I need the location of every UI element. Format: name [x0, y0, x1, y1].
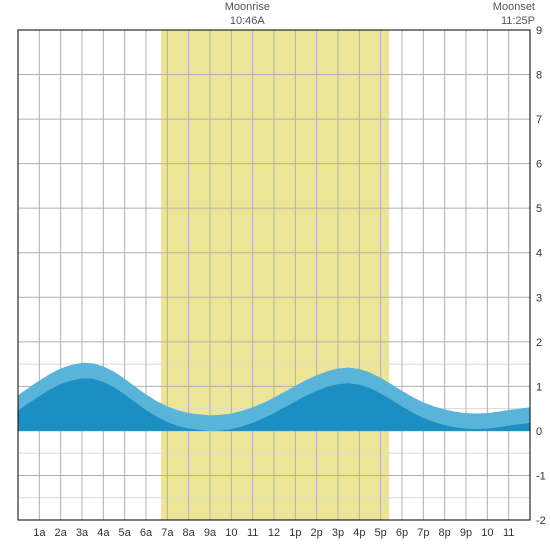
moonset-title: Moonset: [493, 1, 535, 13]
svg-text:8p: 8p: [439, 527, 451, 539]
svg-text:5a: 5a: [119, 527, 132, 539]
chart-svg: -2-101234567891a2a3a4a5a6a7a8a9a1011121p…: [0, 0, 550, 550]
moonrise-time: 10:46A: [230, 15, 265, 27]
svg-text:4p: 4p: [353, 527, 365, 539]
svg-text:-2: -2: [536, 515, 546, 527]
svg-text:2a: 2a: [55, 527, 68, 539]
svg-text:9: 9: [536, 25, 542, 37]
moonset-time: 11:25P: [501, 15, 535, 27]
svg-text:3a: 3a: [76, 527, 89, 539]
svg-text:1p: 1p: [289, 527, 301, 539]
svg-text:0: 0: [536, 426, 542, 438]
svg-text:4a: 4a: [97, 527, 110, 539]
svg-text:9p: 9p: [460, 527, 472, 539]
svg-text:2p: 2p: [311, 527, 323, 539]
svg-text:8: 8: [536, 70, 542, 82]
moonrise-title: Moonrise: [225, 1, 270, 13]
moonset-header: Moonset 11:25P: [475, 0, 535, 29]
svg-text:7a: 7a: [161, 527, 174, 539]
svg-text:12: 12: [268, 527, 280, 539]
svg-text:9a: 9a: [204, 527, 217, 539]
svg-text:1a: 1a: [33, 527, 46, 539]
moonrise-header: Moonrise 10:46A: [217, 0, 277, 29]
svg-text:8a: 8a: [183, 527, 196, 539]
tide-chart: -2-101234567891a2a3a4a5a6a7a8a9a1011121p…: [0, 0, 550, 550]
svg-text:11: 11: [503, 527, 514, 539]
svg-text:3p: 3p: [332, 527, 344, 539]
svg-text:10: 10: [481, 527, 493, 539]
svg-text:11: 11: [247, 527, 258, 539]
svg-text:-1: -1: [536, 470, 546, 482]
svg-text:2: 2: [536, 337, 542, 349]
svg-text:6p: 6p: [396, 527, 408, 539]
svg-text:10: 10: [225, 527, 237, 539]
svg-text:4: 4: [536, 248, 542, 260]
svg-text:6: 6: [536, 159, 542, 171]
svg-text:5p: 5p: [375, 527, 387, 539]
svg-text:3: 3: [536, 292, 542, 304]
svg-text:6a: 6a: [140, 527, 153, 539]
svg-text:1: 1: [536, 381, 542, 393]
svg-text:7p: 7p: [417, 527, 429, 539]
svg-text:7: 7: [536, 114, 542, 126]
svg-text:5: 5: [536, 203, 542, 215]
